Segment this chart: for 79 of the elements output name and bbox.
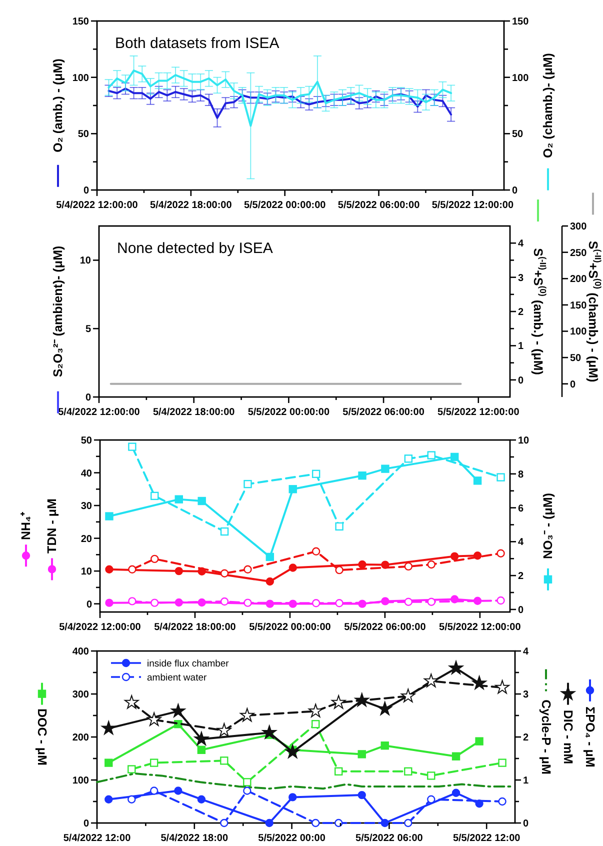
y2-tick-label: 1 (523, 776, 529, 786)
y2-tick-label: 50 (512, 129, 524, 140)
y2-tick-label: 4 (518, 537, 524, 548)
y-tick-label: 200 (72, 732, 90, 744)
y-tick-label: 0 (83, 818, 90, 830)
y-tick-label: 150 (72, 16, 90, 28)
x-tick-label: 5/5/2022 12:00 (452, 833, 521, 844)
y-tick-label: 300 (72, 690, 90, 700)
y-tick-label: 10 (80, 256, 92, 267)
x-tick-label: 5/5/2022 12:00:00 (438, 407, 520, 418)
x-tick-label: 5/5/2022 12:00:00 (439, 622, 522, 633)
y2-axis-title: NO₃⁻ - (μM) (541, 492, 555, 560)
y-tick-label: 100 (72, 72, 90, 84)
x-tick-label: 5/5/2022 12:00:00 (432, 200, 514, 211)
y2-tick-label: 150 (512, 16, 530, 28)
y2-tick-label: 6 (518, 503, 524, 514)
legend-label: ambient water (147, 672, 207, 684)
y2-tick-label: 1 (518, 341, 524, 352)
legend-label: inside flux chamber (147, 658, 229, 670)
x-tick-label: 5/5/2022 00:00:00 (248, 407, 330, 418)
x-tick-label: 5/4/2022 18:00:00 (152, 407, 236, 418)
y2-tick-label: 2 (518, 571, 524, 582)
y3-tick-label: 250 (570, 248, 588, 259)
y2-tick-label: 0 (518, 604, 524, 616)
annotation: None detected by ISEA (117, 240, 273, 257)
y2-tick-label: 2 (518, 307, 524, 318)
text: NH₄⁺ (19, 510, 33, 540)
y2-tick-label: 4 (523, 646, 529, 658)
y-axis-title: TDN - μM (45, 498, 59, 554)
text: DIC - mM (561, 710, 575, 764)
x-tick-label: 5/5/2022 00:00:00 (244, 200, 326, 211)
y-axis-title: O₂ (amb.) - (μM) (51, 58, 65, 152)
y-tick-label: 400 (72, 646, 90, 658)
y3-tick-label: 50 (570, 353, 582, 364)
y-tick-label: 20 (80, 534, 92, 545)
y3-tick-label: 300 (570, 222, 588, 232)
y-tick-label: 0 (86, 599, 92, 610)
y-axis-title: DOC - μM (35, 708, 49, 766)
x-tick-label: 5/5/2022 06:00:00 (344, 622, 426, 633)
y-tick-label: 50 (78, 129, 90, 140)
y2-tick-label: 10 (518, 436, 530, 446)
x-tick-label: 5/5/2022 00:00 (258, 833, 326, 844)
y2-tick-label: 4 (518, 238, 524, 250)
y2-axis-title: O₂ (chamb.)- (μM) (541, 53, 555, 158)
y2-tick-label: 0 (512, 186, 518, 196)
x-tick-label: 5/4/2022 18:00 (160, 833, 228, 844)
x-tick-label: 5/5/2022 00:00:00 (249, 622, 332, 633)
y-tick-label: 10 (80, 566, 92, 578)
x-tick-label: 5/4/2022 12:00 (63, 833, 132, 844)
text: ΣPO₄ - μM (583, 706, 597, 768)
y3-tick-label: 0 (570, 379, 576, 390)
x-tick-label: 5/5/2022 06:00 (356, 833, 424, 844)
y-tick-label: 50 (80, 436, 92, 446)
y2-tick-label: 0 (518, 375, 524, 386)
x-tick-label: 5/4/2022 12:00:00 (58, 407, 140, 418)
y-tick-label: 100 (72, 776, 90, 786)
x-tick-label: 5/4/2022 18:00:00 (154, 622, 236, 633)
annotation: Both datasets from ISEA (115, 35, 280, 52)
y-tick-label: 30 (80, 501, 92, 512)
y2-tick-label: 0 (523, 818, 529, 830)
x-tick-label: 5/4/2022 18:00:00 (150, 200, 232, 211)
x-tick-label: 5/4/2022 12:00:00 (59, 622, 142, 633)
x-tick-label: 5/5/2022 06:00:00 (342, 407, 425, 418)
y2-tick-label: 100 (512, 72, 530, 84)
y3-tick-label: 200 (570, 274, 588, 286)
y2-axis-title: Cycle-P - μM (539, 700, 553, 774)
y3-tick-label: 150 (570, 300, 588, 312)
y-tick-label: 0 (83, 186, 90, 196)
x-tick-label: 5/5/2022 06:00:00 (338, 200, 420, 211)
y2-tick-label: 8 (518, 469, 524, 480)
x-tick-label: 5/4/2022 12:00:00 (56, 200, 138, 211)
y2-tick-label: 3 (518, 272, 524, 284)
y-tick-label: 40 (80, 468, 92, 480)
y-axis-title: S₂O₃²⁻ (ambient)- (μM) (51, 246, 65, 378)
y-tick-label: 0 (85, 392, 92, 404)
y2-tick-label: 2 (523, 732, 529, 744)
y2-tick-label: 3 (523, 690, 529, 700)
y3-tick-label: 100 (570, 326, 588, 338)
y-tick-label: 5 (85, 324, 92, 336)
